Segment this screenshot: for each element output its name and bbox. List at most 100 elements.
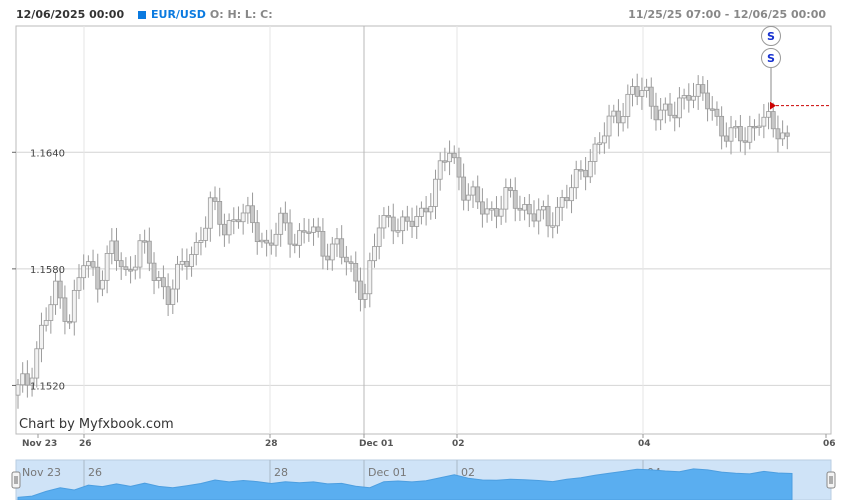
candle[interactable]: [620, 102, 626, 132]
candle[interactable]: [259, 232, 265, 248]
candle[interactable]: [306, 218, 312, 242]
candle[interactable]: [395, 218, 401, 238]
candle[interactable]: [522, 196, 528, 221]
candle[interactable]: [29, 367, 35, 397]
candle[interactable]: [747, 115, 753, 150]
candle[interactable]: [231, 207, 237, 235]
signal-badge[interactable]: [761, 26, 781, 46]
candle[interactable]: [358, 267, 363, 312]
candle[interactable]: [236, 206, 241, 229]
candle[interactable]: [198, 226, 204, 256]
candle[interactable]: [315, 217, 321, 238]
candle[interactable]: [536, 198, 542, 235]
candle[interactable]: [207, 191, 213, 242]
candle[interactable]: [686, 83, 692, 113]
candle[interactable]: [320, 218, 326, 270]
candle[interactable]: [278, 207, 284, 247]
candle[interactable]: [264, 229, 270, 257]
candle[interactable]: [658, 98, 664, 131]
candle[interactable]: [386, 205, 391, 228]
candle[interactable]: [677, 87, 682, 128]
candle[interactable]: [90, 249, 96, 276]
candle[interactable]: [226, 213, 232, 244]
candle[interactable]: [569, 174, 574, 214]
candle[interactable]: [414, 205, 420, 239]
candle[interactable]: [428, 193, 434, 220]
candle[interactable]: [67, 314, 72, 330]
candle[interactable]: [339, 225, 345, 265]
candle[interactable]: [367, 252, 373, 308]
candle[interactable]: [381, 207, 387, 239]
candle[interactable]: [53, 271, 58, 315]
candle[interactable]: [376, 214, 382, 260]
candle[interactable]: [404, 205, 410, 231]
candle[interactable]: [559, 189, 565, 221]
candle[interactable]: [479, 188, 485, 228]
candle[interactable]: [273, 222, 279, 257]
candle[interactable]: [85, 255, 91, 278]
candle[interactable]: [250, 192, 255, 233]
candle[interactable]: [625, 84, 631, 129]
candle[interactable]: [245, 196, 251, 224]
candle[interactable]: [348, 255, 354, 273]
candle[interactable]: [648, 77, 654, 120]
candle[interactable]: [733, 120, 739, 138]
candle[interactable]: [142, 229, 148, 254]
candle[interactable]: [634, 73, 640, 106]
candle[interactable]: [114, 227, 119, 271]
candle[interactable]: [456, 147, 462, 191]
candle[interactable]: [287, 209, 293, 258]
candle[interactable]: [597, 132, 603, 155]
signal-badge[interactable]: [761, 48, 781, 68]
candle[interactable]: [738, 115, 743, 152]
candle[interactable]: [34, 341, 40, 388]
candle[interactable]: [681, 88, 687, 110]
candle[interactable]: [517, 195, 523, 221]
candle[interactable]: [484, 198, 490, 223]
candle[interactable]: [494, 196, 499, 229]
candle[interactable]: [639, 77, 645, 110]
candle[interactable]: [390, 203, 396, 245]
navigator-right-handle[interactable]: [826, 471, 836, 489]
candle[interactable]: [76, 264, 82, 300]
candle[interactable]: [48, 295, 54, 334]
candle[interactable]: [325, 243, 331, 271]
candle[interactable]: [555, 197, 560, 234]
candle[interactable]: [526, 194, 532, 228]
candle[interactable]: [714, 101, 720, 126]
candle[interactable]: [761, 104, 767, 139]
candle[interactable]: [700, 76, 706, 101]
candle[interactable]: [217, 187, 223, 237]
candle[interactable]: [719, 106, 725, 150]
candle[interactable]: [268, 229, 274, 255]
candle[interactable]: [329, 236, 335, 271]
candle[interactable]: [372, 233, 377, 268]
candle[interactable]: [662, 97, 668, 124]
candle[interactable]: [508, 178, 513, 198]
candle[interactable]: [20, 362, 26, 393]
candle[interactable]: [221, 213, 227, 247]
candle[interactable]: [104, 245, 110, 294]
candle[interactable]: [616, 99, 621, 137]
candle[interactable]: [475, 175, 481, 209]
candle[interactable]: [583, 157, 588, 191]
candle[interactable]: [15, 378, 21, 409]
candle[interactable]: [311, 218, 316, 246]
candle[interactable]: [709, 96, 715, 121]
candle[interactable]: [57, 267, 63, 309]
candle[interactable]: [123, 257, 129, 276]
candle[interactable]: [728, 115, 734, 155]
candle[interactable]: [301, 218, 307, 244]
candle[interactable]: [573, 160, 579, 200]
candle[interactable]: [592, 137, 598, 175]
candle[interactable]: [179, 248, 185, 271]
candle[interactable]: [433, 169, 438, 219]
candle[interactable]: [766, 102, 771, 130]
candle[interactable]: [742, 127, 748, 156]
candle[interactable]: [531, 200, 537, 228]
candle[interactable]: [653, 92, 659, 131]
candle[interactable]: [184, 248, 190, 280]
candle[interactable]: [667, 92, 673, 122]
candle[interactable]: [770, 102, 776, 138]
